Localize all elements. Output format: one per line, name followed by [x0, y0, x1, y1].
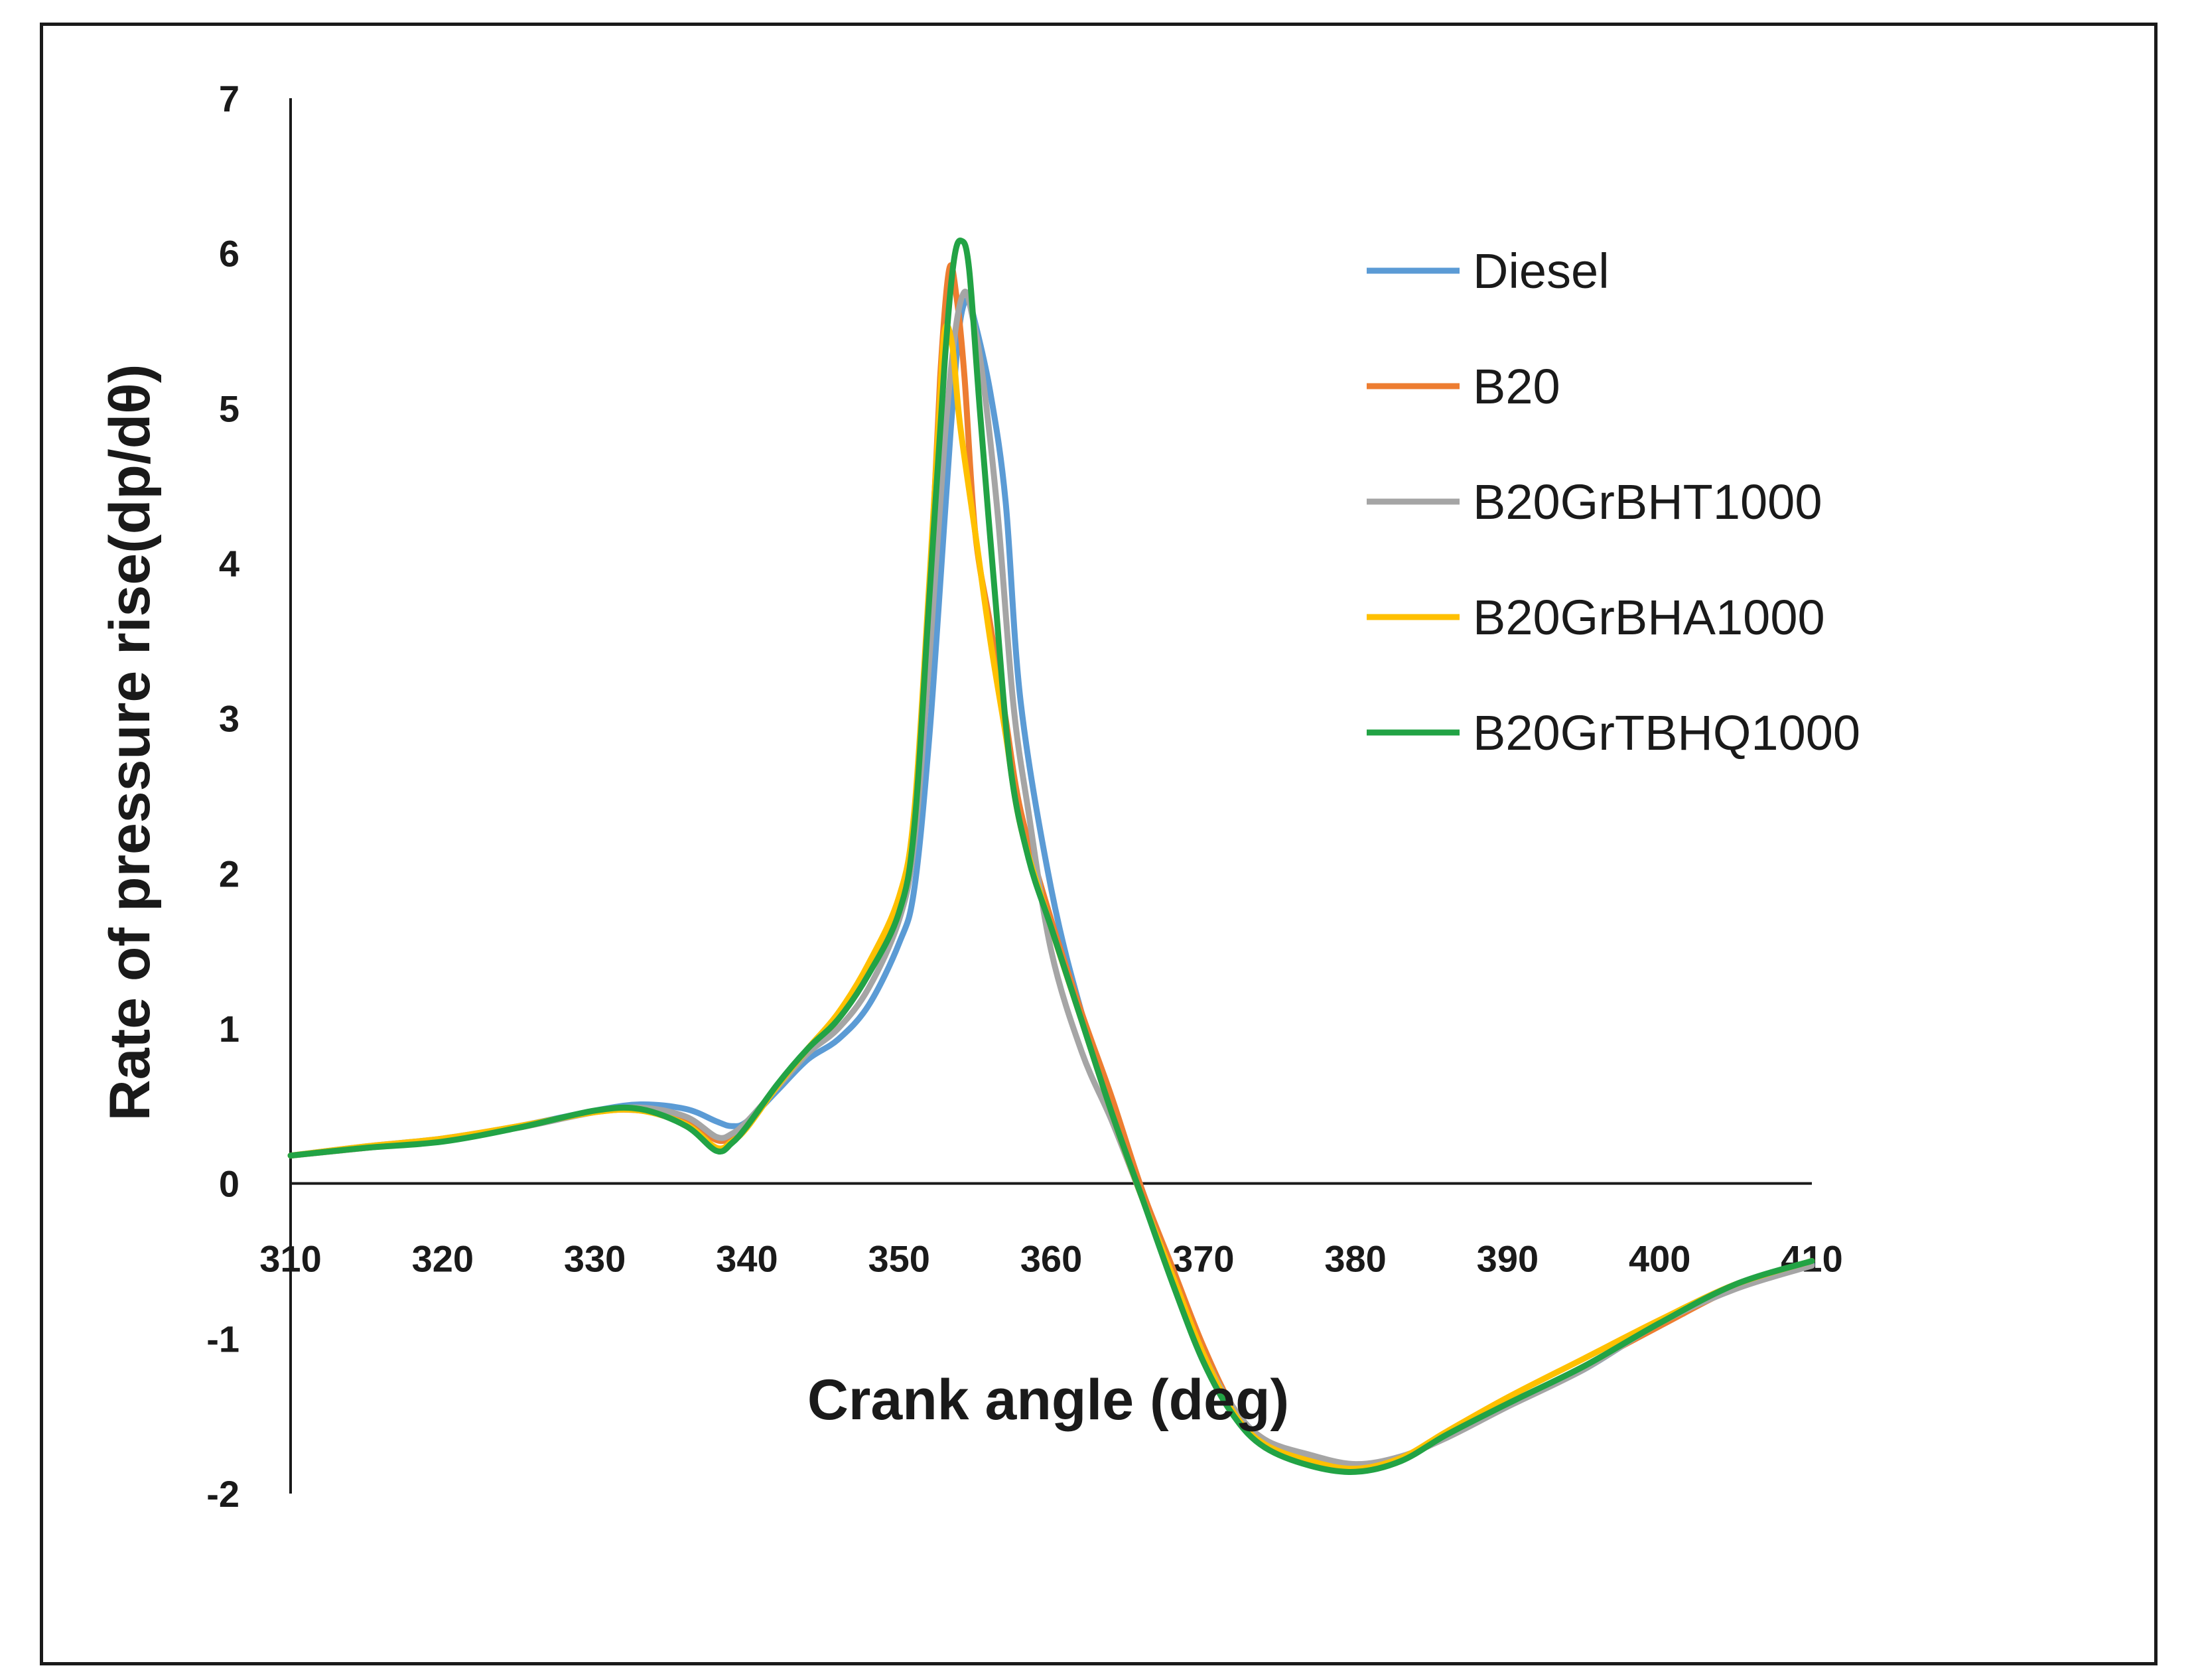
legend-label-diesel: Diesel	[1473, 244, 1610, 299]
series-line-b20	[291, 265, 1812, 1468]
series-line-b20grtbhq1000	[291, 240, 1812, 1472]
x-tick-label: 370	[1172, 1238, 1234, 1280]
chart-frame: -2 -1 0 1 2 3 4 5 6 7 310 320 330 340 350 360 370 380 390 4…	[40, 23, 2158, 1665]
legend-label-b20grtbhq1000: B20GrTBHQ1000	[1473, 705, 1860, 760]
series-lines	[291, 240, 1812, 1472]
x-tick-label: 330	[564, 1238, 626, 1280]
y-tick-label: -2	[206, 1473, 240, 1515]
y-axis-title: Rate of pressure rise(dp/dθ)	[98, 364, 162, 1121]
x-tick-label: 310	[259, 1238, 321, 1280]
x-tick-label: 360	[1020, 1238, 1082, 1280]
y-tick-label: 3	[219, 698, 240, 740]
y-tick-label: 1	[219, 1008, 240, 1050]
y-tick-label: -1	[206, 1318, 240, 1360]
x-axis-title: Crank angle (deg)	[807, 1368, 1289, 1432]
legend-label-b20grbha1000: B20GrBHA1000	[1473, 590, 1825, 645]
y-tick-label: 6	[219, 233, 240, 275]
y-tick-label: 0	[219, 1163, 240, 1205]
legend-label-b20: B20	[1473, 359, 1560, 414]
x-tick-label: 350	[868, 1238, 929, 1280]
x-tick-label: 390	[1477, 1238, 1539, 1280]
x-tick-label: 320	[412, 1238, 474, 1280]
y-tick-label: 7	[219, 78, 240, 119]
legend: Diesel B20 B20GrBHT1000 B20GrBHA1000 B20GrTB…	[1367, 244, 1860, 760]
line-chart: -2 -1 0 1 2 3 4 5 6 7 310 320 330 340 350 360 370 380 390 4…	[43, 26, 2161, 1669]
x-tick-label: 400	[1629, 1238, 1690, 1280]
y-tick-label: 4	[219, 543, 240, 585]
y-tick-label: 5	[219, 387, 240, 429]
y-tick-label: 2	[219, 853, 240, 894]
legend-label-b20grbht1000: B20GrBHT1000	[1473, 474, 1822, 529]
x-tick-label: 380	[1324, 1238, 1386, 1280]
x-tick-label: 340	[716, 1238, 778, 1280]
